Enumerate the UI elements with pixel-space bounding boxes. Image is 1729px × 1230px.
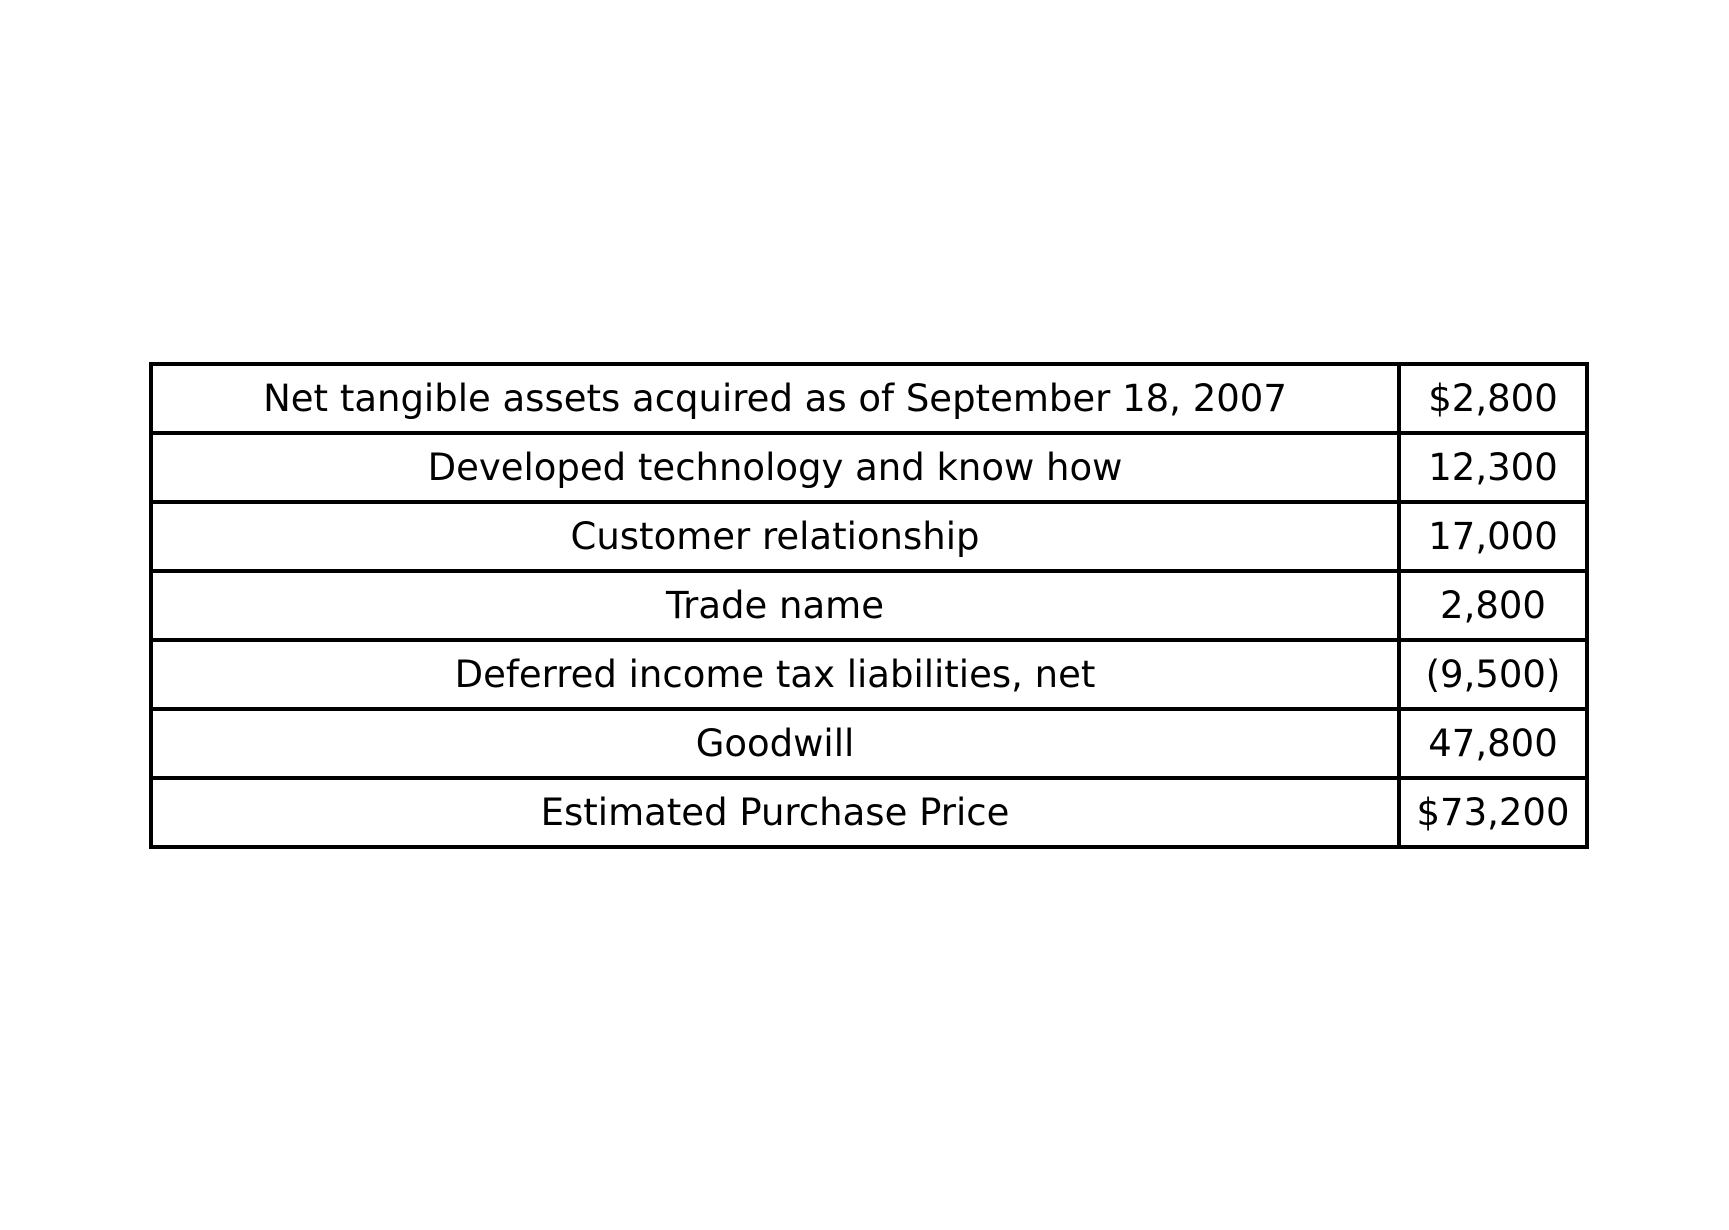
row-value: 47,800 bbox=[1397, 707, 1589, 780]
row-value: 2,800 bbox=[1397, 569, 1589, 642]
row-label: Deferred income tax liabilities, net bbox=[149, 638, 1401, 711]
row-label: Goodwill bbox=[149, 707, 1401, 780]
purchase-price-table: Net tangible assets acquired as of Septe… bbox=[149, 362, 1589, 849]
table-row: Developed technology and know how 12,300 bbox=[149, 431, 1589, 504]
row-label: Net tangible assets acquired as of Septe… bbox=[149, 362, 1401, 435]
row-value: $2,800 bbox=[1397, 362, 1589, 435]
table-row-total: Estimated Purchase Price $73,200 bbox=[149, 776, 1589, 849]
row-value: 17,000 bbox=[1397, 500, 1589, 573]
row-label: Customer relationship bbox=[149, 500, 1401, 573]
row-label: Estimated Purchase Price bbox=[149, 776, 1401, 849]
table-row: Net tangible assets acquired as of Septe… bbox=[149, 362, 1589, 435]
row-value: 12,300 bbox=[1397, 431, 1589, 504]
row-value: (9,500) bbox=[1397, 638, 1589, 711]
table-row: Goodwill 47,800 bbox=[149, 707, 1589, 780]
row-label: Developed technology and know how bbox=[149, 431, 1401, 504]
table-row: Trade name 2,800 bbox=[149, 569, 1589, 642]
table-row: Deferred income tax liabilities, net (9,… bbox=[149, 638, 1589, 711]
row-label: Trade name bbox=[149, 569, 1401, 642]
table-row: Customer relationship 17,000 bbox=[149, 500, 1589, 573]
row-value: $73,200 bbox=[1397, 776, 1589, 849]
